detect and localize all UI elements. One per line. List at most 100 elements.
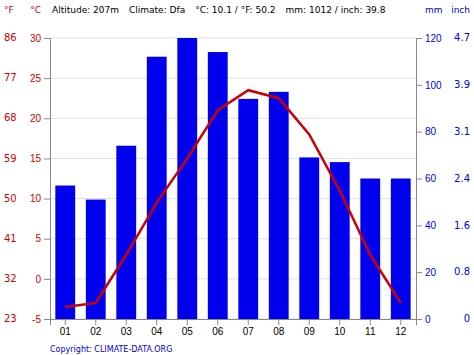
tick-label: 120 xyxy=(425,33,442,44)
axis-line xyxy=(44,39,51,320)
grid-line xyxy=(50,38,416,39)
tick-mark xyxy=(44,279,50,280)
tick-mark xyxy=(126,319,127,325)
tick: 07 xyxy=(243,319,255,337)
tick-label: 60 xyxy=(425,173,437,184)
tick-label: 0 xyxy=(35,274,41,285)
tick-label: 10 xyxy=(334,326,346,337)
tick-label: 0 xyxy=(425,314,431,325)
tick-label: 40 xyxy=(425,220,437,231)
tick: 01 xyxy=(60,319,72,337)
tick: 0 xyxy=(35,274,50,285)
inch-label: 4.7 xyxy=(454,32,470,43)
tick: 30 xyxy=(30,33,50,44)
tick: 20 xyxy=(416,267,437,278)
tick: 80 xyxy=(416,126,437,137)
tick: 09 xyxy=(304,319,316,337)
tick-label: 09 xyxy=(304,326,316,337)
tick-mark xyxy=(416,179,422,180)
tick: 40 xyxy=(416,220,437,231)
annotation: °F xyxy=(4,5,14,15)
tick-mark xyxy=(370,319,371,325)
bar xyxy=(269,92,289,319)
tick-label: 100 xyxy=(425,80,442,91)
f-label: 23 xyxy=(4,313,17,324)
tick-mark xyxy=(416,132,422,133)
y-axis: -5051015202530 xyxy=(30,33,51,325)
tick-mark xyxy=(416,225,422,226)
tick: 5 xyxy=(35,233,50,244)
tick: 03 xyxy=(121,319,133,337)
tick: 08 xyxy=(273,319,285,337)
annotation: °C xyxy=(30,5,41,15)
tick-mark xyxy=(416,272,422,273)
tick-mark xyxy=(44,199,50,200)
tick-mark xyxy=(339,319,340,325)
tick-label: 30 xyxy=(30,33,42,44)
inch-label: 3.9 xyxy=(454,79,470,90)
tick-mark xyxy=(156,319,157,325)
x-axis: 010203040506070809101112 xyxy=(51,319,417,337)
tick: 12 xyxy=(395,319,407,337)
tick-label: 04 xyxy=(151,326,163,337)
f-label: 50 xyxy=(4,193,17,204)
annotation: Copyright: CLIMATE-DATA.ORG xyxy=(50,345,172,354)
tick-mark xyxy=(44,78,50,79)
annotation: Climate: Dfa xyxy=(129,5,185,15)
tick-mark xyxy=(44,158,50,159)
axis-line xyxy=(51,320,417,326)
inch-labels: 00.81.62.43.13.94.7 xyxy=(454,32,470,324)
tick: 15 xyxy=(30,153,50,164)
tick-mark xyxy=(278,319,279,325)
tick-label: 20 xyxy=(425,267,437,278)
bar xyxy=(330,162,350,319)
annotation: °C: 10.1 / °F: 50.2 xyxy=(195,5,275,15)
tick-label: 5 xyxy=(35,233,41,244)
tick-mark xyxy=(44,38,50,39)
annotations: °F°CmminchAltitude: 207mClimate: Dfa°C: … xyxy=(4,5,470,354)
bar xyxy=(208,52,228,319)
tick-label: 06 xyxy=(212,326,224,337)
axis-line xyxy=(417,39,423,320)
tick-mark xyxy=(44,239,50,240)
tick-label: -5 xyxy=(32,314,41,325)
tick-label: 10 xyxy=(30,193,42,204)
inch-label: 1.6 xyxy=(454,220,470,231)
tick-mark xyxy=(416,85,422,86)
bar xyxy=(177,38,197,319)
f-labels: 2332415059687786 xyxy=(4,32,17,324)
bar xyxy=(238,99,258,319)
tick-label: 12 xyxy=(395,326,407,337)
f-label: 77 xyxy=(4,72,17,83)
grid-line xyxy=(50,158,416,159)
tick-label: 80 xyxy=(425,126,437,137)
f-label: 32 xyxy=(4,273,17,284)
bar xyxy=(55,186,75,319)
tick: 120 xyxy=(416,33,442,44)
tick-mark xyxy=(309,319,310,325)
tick: 100 xyxy=(416,80,442,91)
tick: -5 xyxy=(32,314,50,325)
tick-mark xyxy=(44,319,50,320)
inch-label: 0 xyxy=(464,313,470,324)
f-label: 59 xyxy=(4,153,17,164)
chart: -505101520253002040608010012001020304050… xyxy=(0,0,474,355)
tick: 02 xyxy=(90,319,102,337)
bar xyxy=(147,57,167,319)
tick: 11 xyxy=(365,319,376,337)
grid-line xyxy=(50,78,416,79)
bar xyxy=(360,179,380,320)
tick-mark xyxy=(44,118,50,119)
tick-mark xyxy=(95,319,96,325)
bar xyxy=(299,157,319,319)
inch-label: 2.4 xyxy=(454,173,470,184)
tick-label: 20 xyxy=(30,113,42,124)
tick-label: 01 xyxy=(60,326,72,337)
annotation: inch xyxy=(451,5,470,15)
annotation: mm xyxy=(425,5,443,15)
annotation: mm: 1012 / inch: 39.8 xyxy=(286,5,386,15)
tick: 06 xyxy=(212,319,224,337)
tick-mark xyxy=(187,319,188,325)
f-label: 41 xyxy=(4,233,17,244)
tick-mark xyxy=(217,319,218,325)
